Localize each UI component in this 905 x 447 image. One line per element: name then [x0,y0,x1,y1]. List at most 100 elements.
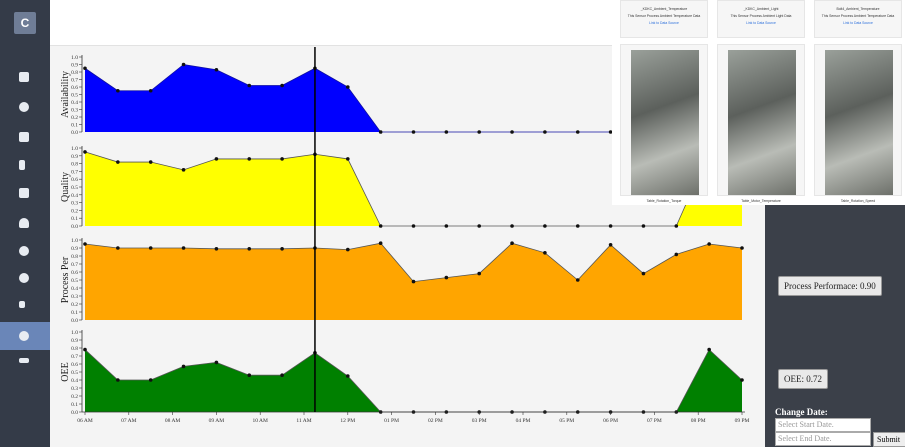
y-tick-label: 0.8 [71,254,78,260]
data-point [247,83,252,88]
y-tick-label: 0.6 [71,362,78,368]
nav-icon[interactable] [19,188,29,198]
y-tick-label: 0.4 [71,193,78,199]
y-tick-label: 0.0 [71,318,78,324]
nav-icon[interactable] [19,102,29,112]
data-point [83,150,87,154]
y-tick-label: 0.1 [71,123,78,129]
y-tick-label: 0.5 [71,185,78,191]
nav-icon[interactable] [19,273,29,283]
y-tick-label: 0.2 [71,394,78,400]
y-tick-label: 0.8 [71,162,78,168]
oee-value[interactable]: OEE: 0.72 [778,369,828,389]
y-axis-title: Availability [60,71,71,118]
y-tick-label: 0.2 [71,208,78,214]
data-point [116,246,120,250]
y-tick-label: 0.0 [71,130,78,136]
data-point [346,374,350,378]
data-point [444,224,449,228]
x-tick-label: 08 AM [165,418,181,424]
data-point [477,271,482,276]
y-tick-label: 1.0 [71,146,78,152]
data-point [247,247,252,251]
data-point [346,85,350,89]
y-tick-label: 0.5 [71,93,78,99]
nav-icon[interactable] [19,132,29,142]
x-tick-label: 01 PM [384,418,399,424]
y-tick-label: 0.0 [71,410,78,416]
data-point [181,364,186,369]
data-point [575,224,580,228]
card-info: _KDKC_Ambient_Temperature This Sensor Pro… [620,0,708,38]
x-tick-label: 08 PM [691,418,706,424]
y-tick-label: 1.0 [71,238,78,244]
data-point [477,224,482,228]
y-tick-label: 0.5 [71,278,78,284]
y-tick-label: 1.0 [71,55,78,61]
y-tick-label: 1.0 [71,330,78,336]
nav-icon[interactable] [19,246,29,256]
sensor-card[interactable]: _KDKC_Ambient_Temperature This Sensor Pro… [620,0,708,203]
nav-icon[interactable] [19,160,25,170]
x-tick-label: 04 PM [516,418,531,424]
data-point [247,373,252,378]
end-date-input[interactable]: Select End Date. [775,432,871,446]
data-point [148,246,153,250]
sensor-cards: _KDKC_Ambient_Temperature This Sensor Pro… [612,0,905,205]
data-point [83,347,87,352]
x-tick-label: 05 PM [559,418,574,424]
y-tick-label: 0.7 [71,78,78,84]
sensor-photo [631,50,699,195]
data-point [674,224,679,228]
y-tick-label: 0.6 [71,177,78,183]
card-link[interactable]: Link to Data Source [746,21,776,25]
data-point [575,278,580,282]
x-tick-label: 09 PM [735,418,750,424]
y-tick-label: 0.6 [71,270,78,276]
nav-icon[interactable] [19,218,29,228]
data-point [83,66,87,71]
data-point [707,347,711,352]
data-point [411,130,416,134]
card-link[interactable]: Link to Data Source [649,21,679,25]
data-point [674,252,679,257]
data-point [247,157,252,161]
data-point [378,241,383,245]
nav-icon[interactable] [19,331,29,341]
data-point [543,251,547,255]
process-performance[interactable]: Process Performace: 0.90 [778,276,882,296]
card-title: Bolt4_Ambient_Temperature [836,7,880,11]
submit-button[interactable]: Submit [873,432,905,447]
data-point [280,247,284,251]
y-tick-label: 0.8 [71,346,78,352]
y-tick-label: 0.3 [71,201,78,207]
x-tick-label: 06 PM [603,418,618,424]
header [50,0,612,46]
y-tick-label: 0.9 [71,338,78,344]
y-axis-title: Process Per [60,256,71,303]
data-point [214,247,219,251]
data-point [148,88,153,93]
y-tick-label: 0.7 [71,354,78,360]
sensor-card[interactable]: Bolt4_Ambient_Temperature This Sensor Pro… [814,0,902,203]
x-tick-label: 07 AM [121,418,137,424]
nav-icon[interactable] [19,72,29,82]
y-tick-label: 0.1 [71,216,78,222]
data-point [378,224,383,228]
sensor-card[interactable]: _KDKC_Ambient_Light This Sensor Process A… [717,0,805,203]
side-panel: Process Performace: 0.90 OEE: 0.72 Chang… [765,205,905,447]
change-date-label: Change Date: [775,407,828,417]
card-link[interactable]: Link to Data Source [843,21,873,25]
card-info: Bolt4_Ambient_Temperature This Sensor Pro… [814,0,902,38]
nav-icon[interactable] [19,301,25,308]
data-point [83,242,87,246]
card-caption: Table_Rotation_Torque [646,199,682,203]
x-tick-label: 06 AM [77,418,93,424]
nav-icon[interactable] [19,358,29,363]
y-axis-title: OEE [60,362,71,381]
x-tick-label: 09 AM [209,418,225,424]
data-point [280,83,284,88]
logo[interactable]: C [14,12,36,34]
start-date-input[interactable]: Select Start Date. [775,418,871,432]
